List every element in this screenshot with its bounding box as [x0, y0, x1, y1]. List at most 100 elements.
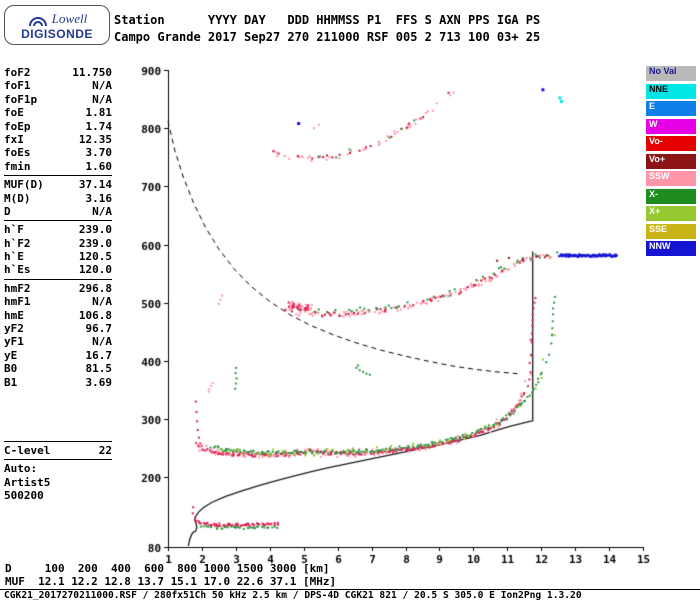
param-value: N/A	[92, 92, 112, 106]
param-label: foF1p	[4, 92, 38, 106]
legend-x+: X+	[646, 206, 696, 221]
param-value: 1.81	[85, 106, 113, 120]
param-value: N/A	[92, 335, 112, 349]
param-value: 3.70	[85, 146, 113, 160]
param-fxi: fxI 12.35	[4, 133, 112, 146]
param-hmf2: hmF2 296.8	[4, 282, 112, 295]
param-yf2: yF2 96.7	[4, 322, 112, 335]
param-label: Artist5	[4, 475, 51, 489]
param-b1: B1 3.69	[4, 376, 112, 389]
param-foep: foEp 1.74	[4, 120, 112, 133]
param-ye: yE 16.7	[4, 349, 112, 362]
param-label: hmF1	[4, 295, 31, 309]
legend-nne: NNE	[646, 83, 696, 99]
param-md: M(D) 3.16	[4, 192, 112, 205]
legend-nnw: NNW	[646, 241, 696, 256]
param-value: 296.8	[78, 281, 112, 295]
param-label: foF1	[4, 79, 31, 93]
param-label: hmF2	[4, 281, 31, 295]
param-group: C-level 22	[4, 440, 112, 459]
param-label: foF2	[4, 66, 31, 79]
param-fmin: fmin 1.60	[4, 160, 112, 173]
param-d: D N/A	[4, 205, 112, 218]
param-he: h`E 120.5	[4, 250, 112, 263]
param-value: N/A	[92, 79, 112, 93]
muf-row: MUF 12.1 12.2 12.8 13.7 15.1 17.0 22.6 3…	[5, 575, 337, 588]
param-label: M(D)	[4, 191, 31, 205]
param-value: 22	[98, 443, 112, 457]
param-mufd: MUF(D) 37.14	[4, 178, 112, 191]
param-b0: B0 81.5	[4, 362, 112, 375]
param-hf: h`F 239.0	[4, 223, 112, 236]
logo-top-row: Lowell	[27, 10, 87, 27]
direction-color-legend: No Val NNE E W Vo- Vo+ SSW X- X+ SSE NNW	[646, 66, 696, 259]
param-label: yF2	[4, 322, 24, 336]
param-label: yE	[4, 348, 18, 362]
param-label: foEp	[4, 119, 31, 133]
legend-sse: SSE	[646, 223, 696, 239]
param-label: fxI	[4, 132, 24, 146]
param-value: 239.0	[78, 236, 112, 250]
param-value: 3.69	[85, 375, 113, 389]
legend-e: E	[646, 101, 696, 116]
param-group: hmF2 296.8 hmF1 N/A hmE 106.8 yF2 96.7 yF1 N/A yE 1…	[4, 278, 112, 391]
param-value: 11.750	[72, 66, 112, 79]
param-fof1p: foF1p N/A	[4, 93, 112, 106]
param-group: MUF(D) 37.14 M(D) 3.16 D N/A	[4, 175, 112, 220]
param-hmf1: hmF1 N/A	[4, 295, 112, 308]
param-label: fmin	[4, 159, 31, 173]
param-value: 96.7	[85, 322, 113, 336]
legend-noval: No Val	[646, 66, 696, 81]
param-label: foEs	[4, 146, 31, 160]
logo-lowell-text: Lowell	[51, 10, 88, 26]
param-group: Auto: Artist5 500200	[4, 459, 112, 504]
param-auto: Auto:	[4, 462, 112, 475]
param-value: 106.8	[78, 308, 112, 322]
param-label: B0	[4, 362, 18, 376]
param-value: 12.35	[78, 132, 112, 146]
param-value: 239.0	[78, 223, 112, 237]
header-field-values: Campo Grande 2017 Sep27 270 211000 RSF 0…	[114, 30, 541, 44]
param-label: Auto:	[4, 462, 38, 476]
param-value: N/A	[92, 295, 112, 309]
legend-ssw: SSW	[646, 171, 696, 186]
param-foes: foEs 3.70	[4, 146, 112, 159]
param-label: B1	[4, 375, 18, 389]
param-foe: foE 1.81	[4, 106, 112, 119]
status-line: CGK21_2017270211000.RSF / 280fx51Ch 50 k…	[4, 590, 582, 600]
param-value: 120.0	[78, 263, 112, 277]
param-fof1: foF1 N/A	[4, 79, 112, 92]
param-value: 3.16	[85, 191, 113, 205]
param-label: h`Es	[4, 263, 31, 277]
param-500200: 500200	[4, 489, 112, 502]
footer-divider	[0, 589, 700, 590]
param-label: yF1	[4, 335, 24, 349]
param-label: h`F2	[4, 236, 31, 250]
lowell-digisonde-logo: Lowell DIGISONDE	[4, 5, 110, 45]
param-group: h`F 239.0 h`F2 239.0 h`E 120.5 h`Es 120.0	[4, 220, 112, 279]
param-hme: hmE 106.8	[4, 309, 112, 322]
param-hes: h`Es 120.0	[4, 263, 112, 276]
param-fof2: foF2 11.750	[4, 66, 112, 79]
legend-vo+: Vo+	[646, 153, 696, 169]
param-label: D	[4, 204, 11, 218]
param-label: h`F	[4, 223, 24, 237]
param-label: 500200	[4, 489, 44, 503]
param-value: 81.5	[85, 362, 113, 376]
param-value: 16.7	[85, 348, 113, 362]
param-value: 1.74	[85, 119, 113, 133]
param-value: 37.14	[78, 178, 112, 192]
param-yf1: yF1 N/A	[4, 335, 112, 348]
legend-w: W	[646, 118, 696, 134]
param-label: hmE	[4, 308, 24, 322]
param-clevel: C-level 22	[4, 444, 112, 457]
param-label: C-level	[4, 443, 51, 457]
param-value: 1.60	[85, 159, 113, 173]
param-value: 120.5	[78, 250, 112, 264]
param-hf2: h`F2 239.0	[4, 237, 112, 250]
logo-digisonde-text: DIGISONDE	[21, 26, 93, 41]
distance-row: D 100 200 400 600 800 1000 1500 3000 [km…	[5, 562, 330, 575]
legend-x-: X-	[646, 188, 696, 204]
param-label: h`E	[4, 250, 24, 264]
